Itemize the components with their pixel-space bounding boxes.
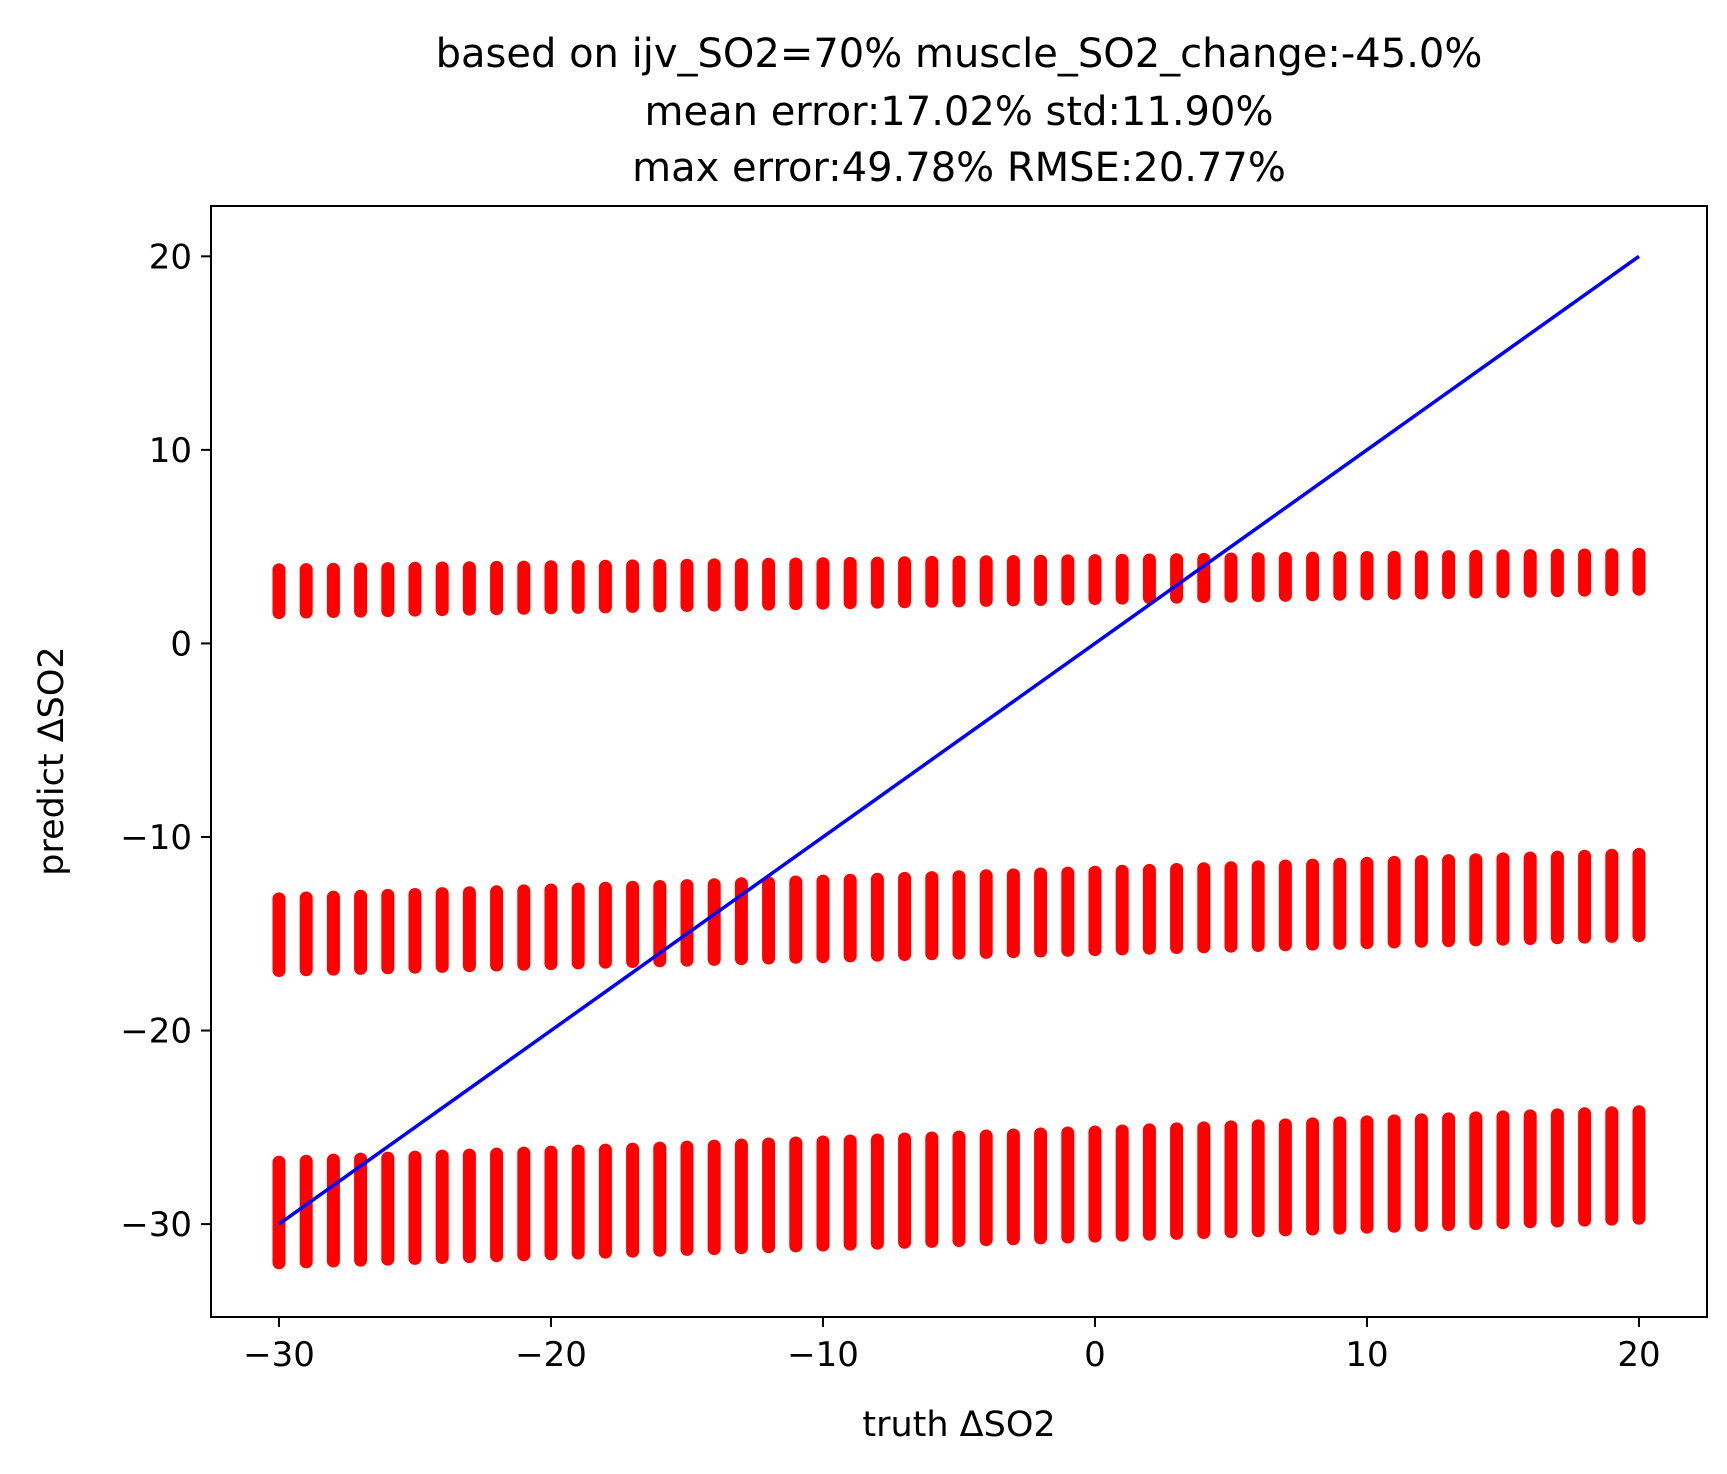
x-tick-label: 20 bbox=[1617, 1335, 1660, 1375]
plot-frame bbox=[210, 205, 1708, 1318]
chart-title-line-3: max error:49.78% RMSE:20.77% bbox=[632, 145, 1286, 191]
y-tick-label: −30 bbox=[120, 1205, 192, 1245]
x-tick-label: −20 bbox=[515, 1335, 587, 1375]
y-tick-label: 20 bbox=[149, 237, 192, 277]
y-tick-label: 10 bbox=[149, 431, 192, 471]
x-axis-label: truth ΔSO2 bbox=[862, 1405, 1055, 1445]
y-tick-label: −10 bbox=[120, 818, 192, 858]
chart-title-line-2: mean error:17.02% std:11.90% bbox=[645, 89, 1274, 135]
y-tick-label: 0 bbox=[170, 624, 192, 664]
identity-reference-line bbox=[277, 254, 1641, 1226]
chart-title-line-1: based on ijv_SO2=70% muscle_SO2_change:-… bbox=[436, 31, 1483, 77]
x-tick-label: 0 bbox=[1084, 1335, 1106, 1375]
plot-area bbox=[272, 254, 1646, 1270]
x-tick-label: −10 bbox=[787, 1335, 859, 1375]
y-axis-label: predict ΔSO2 bbox=[32, 646, 72, 875]
x-tick-label: −30 bbox=[243, 1335, 315, 1375]
axis-ticks: −30 −20 −10 0 10 20 −30 −20 −10 0 10 20 bbox=[120, 237, 1660, 1375]
y-tick-label: −20 bbox=[120, 1012, 192, 1052]
x-tick-label: 10 bbox=[1345, 1335, 1388, 1375]
